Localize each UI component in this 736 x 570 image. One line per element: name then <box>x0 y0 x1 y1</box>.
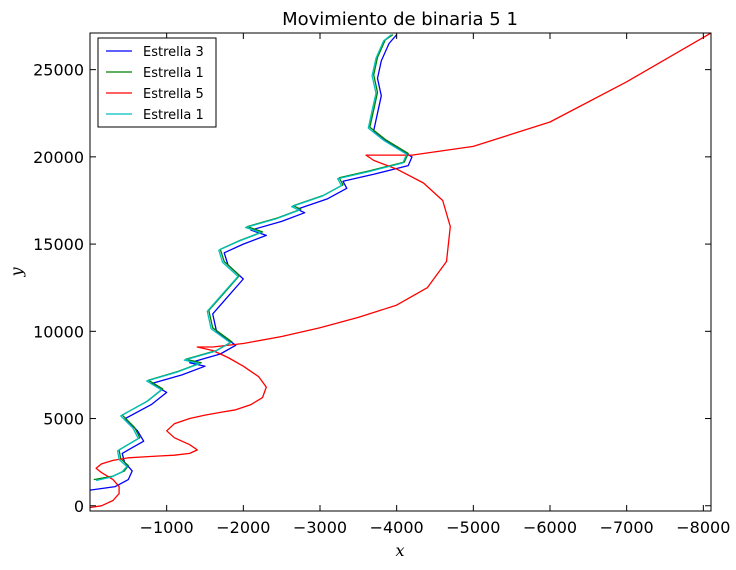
x-tick-label: −8000 <box>676 518 730 537</box>
plot-frame <box>89 32 712 512</box>
x-tick-label: −1000 <box>140 518 194 537</box>
x-tick-label: −3000 <box>293 518 347 537</box>
y-tick-label: 20000 <box>33 148 84 167</box>
y-tick-label: 0 <box>74 497 84 516</box>
x-axis-label: x <box>395 541 404 560</box>
legend-label-1: Estrella 1 <box>143 66 204 81</box>
legend-label-2: Estrella 5 <box>143 87 204 102</box>
series-line-3 <box>95 34 408 482</box>
y-tick-label: 10000 <box>33 322 84 341</box>
legend-box <box>97 37 217 128</box>
series-line-2 <box>90 33 711 509</box>
y-tick-label: 25000 <box>33 61 84 80</box>
y-axis: 0 5000 10000 15000 20000 25000 <box>33 61 711 516</box>
x-tick-label: −4000 <box>370 518 424 537</box>
legend-label-0: Estrella 3 <box>143 45 204 60</box>
x-axis: −1000 −2000 −3000 −4000 −5000 −6000 −7000 −8000 <box>140 33 730 537</box>
x-tick-label: −7000 <box>600 518 654 537</box>
series-line-1 <box>93 34 409 481</box>
legend-label-3: Estrella 1 <box>143 108 204 123</box>
y-axis-label: y <box>7 267 26 278</box>
x-tick-label: −5000 <box>446 518 500 537</box>
y-tick-label: 15000 <box>33 235 84 254</box>
x-tick-label: −6000 <box>523 518 577 537</box>
chart-title: Movimiento de binaria 5 1 <box>282 9 518 30</box>
series-layer <box>90 33 711 509</box>
legend: Estrella 3 Estrella 1 Estrella 5 Estrella 1 <box>97 37 217 128</box>
x-tick-label: −2000 <box>216 518 270 537</box>
y-tick-label: 5000 <box>43 410 84 429</box>
